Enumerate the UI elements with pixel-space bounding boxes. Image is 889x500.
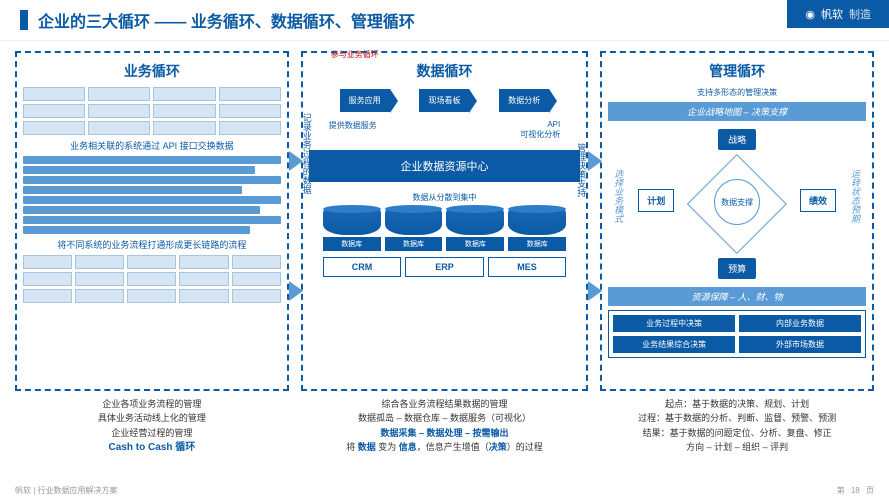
col2-vert-right: 管理决策支持 bbox=[575, 143, 588, 197]
col1-caption2: 将不同系统的业务流程打通形成更长链路的流程 bbox=[23, 238, 281, 251]
page-title: 企业的三大循环 —— 业务循环、数据循环、管理循环 bbox=[38, 8, 415, 32]
brand-name: 帆软 bbox=[821, 6, 843, 22]
col1-desc-2: 具体业务活动线上化的管理 bbox=[15, 411, 289, 425]
side-left: 选择业务模式 bbox=[612, 169, 625, 223]
col1-desc-bold: Cash to Cash 循环 bbox=[15, 440, 289, 456]
header: 企业的三大循环 —— 业务循环、数据循环、管理循环 ◉ 帆软 制造 bbox=[0, 0, 889, 41]
flag-analysis: 数据分析 bbox=[499, 89, 549, 112]
col3-desc-3: 结果：基于数据的问题定位、分析、复盘、修正 bbox=[600, 426, 874, 440]
col3-desc-2: 过程：基于数据的分析、判断、监督、预警、预测 bbox=[600, 411, 874, 425]
db-2: 数据库 bbox=[385, 209, 443, 251]
mgmt-diagram: 选择业务模式 运转状态预期 战略 计划 绩效 预算 数据支撑 bbox=[608, 129, 866, 279]
col-business-box: 业务循环 业务相关联的系统通过 API 接口交换数据 将不同系统的业务流程打通形… bbox=[15, 51, 289, 391]
brand-badge: ◉ 帆软 制造 bbox=[787, 0, 889, 28]
flag-kanban: 现场看板 bbox=[419, 89, 469, 112]
col2-title: 数据循环 bbox=[309, 61, 580, 81]
banner-resource: 资源保障 – 人、财、物 bbox=[608, 287, 866, 306]
three-columns: 业务循环 业务相关联的系统通过 API 接口交换数据 将不同系统的业务流程打通形… bbox=[0, 41, 889, 461]
db-3: 数据库 bbox=[446, 209, 504, 251]
col2-desc-bold: 数据采集 – 数据处理 – 按需输出 bbox=[301, 426, 588, 440]
db-row: 数据库 数据库 数据库 数据库 bbox=[309, 209, 580, 251]
col3-desc: 起点：基于数据的决策、规划、计划 过程：基于数据的分析、判断、监督、预警、预测 … bbox=[600, 397, 874, 455]
sys-erp: ERP bbox=[405, 257, 483, 277]
systems-row: CRM ERP MES bbox=[309, 257, 580, 277]
header-accent-bar bbox=[20, 10, 28, 30]
col3-title: 管理循环 bbox=[608, 61, 866, 81]
brand-suffix: 制造 bbox=[849, 6, 871, 22]
col1-desc-1: 企业各项业务流程的管理 bbox=[15, 397, 289, 411]
mid-left: 提供数据服务 bbox=[329, 120, 377, 140]
flag-service: 服务应用 bbox=[340, 89, 390, 112]
col-data: 参与业务循环 数据循环 记录业务过程的数据 管理决策支持 服务应用 现场看板 数… bbox=[301, 51, 588, 456]
process-grid-2 bbox=[23, 255, 281, 303]
col2-vert-left: 记录业务过程的数据 bbox=[301, 113, 314, 194]
col-mgmt: 管理循环 支持多形态的管理决策 企业战略地图 – 决策支撑 选择业务模式 运转状… bbox=[600, 51, 874, 456]
footer: 帆软 | 行业数据应用解决方案 第 18 页 bbox=[15, 485, 874, 496]
sys-crm: CRM bbox=[323, 257, 401, 277]
db-1: 数据库 bbox=[323, 209, 381, 251]
api-bars bbox=[23, 156, 281, 234]
col1-desc: 企业各项业务流程的管理 具体业务活动线上化的管理 企业经营过程的管理 Cash … bbox=[15, 397, 289, 456]
footer-left: 帆软 | 行业数据应用解决方案 bbox=[15, 485, 118, 496]
col2-desc-2: 数据孤岛 – 数据仓库 – 数据服务（可视化） bbox=[301, 411, 588, 425]
grid-cell-3: 业务结果综合决策 bbox=[613, 336, 735, 353]
grid-cell-1: 业务过程中决策 bbox=[613, 315, 735, 332]
col3-top-note: 支持多形态的管理决策 bbox=[608, 87, 866, 98]
col1-desc-3: 企业经营过程的管理 bbox=[15, 426, 289, 440]
process-grid-1 bbox=[23, 87, 281, 135]
col3-desc-1: 起点：基于数据的决策、规划、计划 bbox=[600, 397, 874, 411]
brand-logo-icon: ◉ bbox=[805, 8, 815, 21]
col2-desc-1: 综合各业务流程结果数据的管理 bbox=[301, 397, 588, 411]
col-data-box: 数据循环 记录业务过程的数据 管理决策支持 服务应用 现场看板 数据分析 提供数… bbox=[301, 51, 588, 391]
col2-desc: 综合各业务流程结果数据的管理 数据孤岛 – 数据仓库 – 数据服务（可视化） 数… bbox=[301, 397, 588, 455]
data-center: 企业数据资源中心 bbox=[309, 150, 580, 182]
mid-right-1: API bbox=[547, 120, 560, 129]
side-right: 运转状态预期 bbox=[849, 169, 862, 223]
col-mgmt-box: 管理循环 支持多形态的管理决策 企业战略地图 – 决策支撑 选择业务模式 运转状… bbox=[600, 51, 874, 391]
db-4: 数据库 bbox=[508, 209, 566, 251]
col-business: 业务循环 业务相关联的系统通过 API 接口交换数据 将不同系统的业务流程打通形… bbox=[15, 51, 289, 456]
footer-page: 第 18 页 bbox=[837, 485, 874, 496]
flag-row: 服务应用 现场看板 数据分析 bbox=[309, 89, 580, 112]
col1-title: 业务循环 bbox=[23, 61, 281, 81]
mid-right-2: 可视化分析 bbox=[520, 130, 560, 139]
mid-labels: 提供数据服务 API 可视化分析 bbox=[309, 120, 580, 140]
col1-caption1: 业务相关联的系统通过 API 接口交换数据 bbox=[23, 139, 281, 152]
col2-desc-last: 将 数据 变为 信息，信息产生增值（决策）的过程 bbox=[301, 440, 588, 454]
sys-mes: MES bbox=[488, 257, 566, 277]
decision-grid: 业务过程中决策 内部业务数据 业务结果综合决策 外部市场数据 bbox=[608, 310, 866, 358]
grid-cell-2: 内部业务数据 bbox=[739, 315, 861, 332]
scatter-label: 数据从分散到集中 bbox=[309, 192, 580, 203]
banner-strategy: 企业战略地图 – 决策支撑 bbox=[608, 102, 866, 121]
grid-cell-4: 外部市场数据 bbox=[739, 336, 861, 353]
col3-desc-4: 方向 – 计划 – 组织 – 评判 bbox=[600, 440, 874, 454]
diamond-lines-icon bbox=[658, 139, 816, 269]
